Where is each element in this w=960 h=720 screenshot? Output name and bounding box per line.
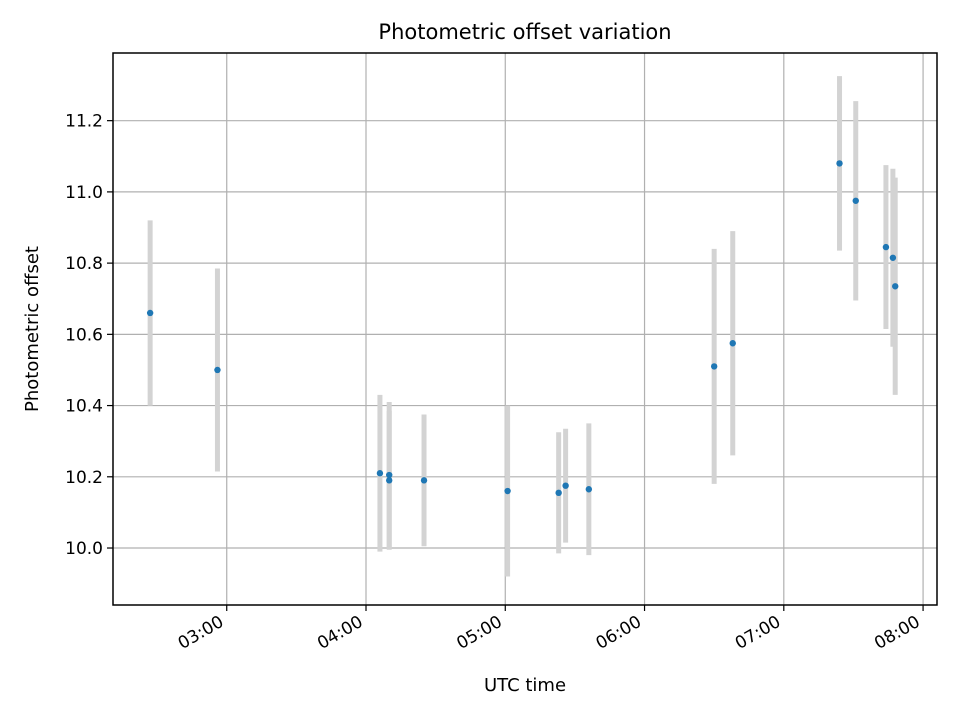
data-point [585, 486, 593, 493]
data-point [892, 283, 899, 290]
x-axis-label: UTC time [484, 675, 566, 696]
y-tick-label: 10.4 [65, 397, 103, 417]
data-point [562, 482, 569, 489]
y-tick-label: 10.6 [65, 325, 103, 345]
data-point [852, 197, 859, 204]
data-point [214, 366, 221, 374]
data-point [504, 487, 511, 495]
data-point [729, 340, 736, 347]
data-points [146, 160, 899, 497]
data-point [889, 254, 897, 261]
y-tick-label: 10.8 [65, 254, 103, 274]
grid [113, 53, 937, 605]
y-axis: 10.0 10.2 10.4 10.6 10.8 11.0 11.2 [65, 112, 113, 559]
chart-title: Photometric offset variation [378, 20, 671, 44]
data-point [836, 160, 843, 167]
data-point [376, 470, 384, 477]
plot-frame [112, 52, 938, 606]
data-point [420, 477, 428, 484]
data-point [882, 243, 890, 251]
data-point [146, 309, 154, 317]
data-point [555, 489, 562, 497]
data-point [710, 363, 718, 370]
y-tick-label: 11.2 [65, 112, 103, 132]
y-tick-label: 10.0 [65, 539, 103, 559]
data-point [386, 471, 393, 479]
y-tick-label: 11.0 [65, 183, 103, 203]
data-point [386, 477, 393, 484]
y-tick-label: 10.2 [65, 468, 103, 488]
y-axis-label: Photometric offset [22, 246, 43, 412]
